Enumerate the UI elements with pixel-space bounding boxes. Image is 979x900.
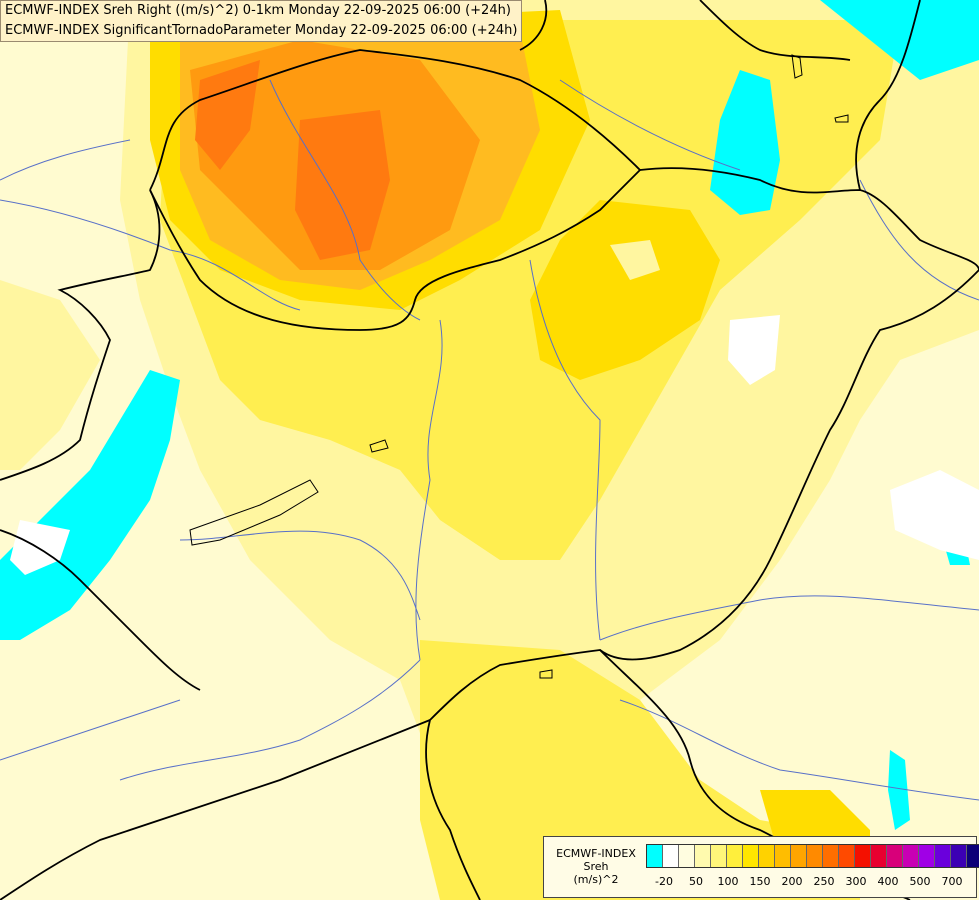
legend-tick-label: 400 xyxy=(877,875,899,888)
legend-swatch xyxy=(791,845,807,867)
map-title-box: ECMWF-INDEX Sreh Right ((m/s)^2) 0-1km M… xyxy=(0,0,522,42)
legend-swatch xyxy=(743,845,759,867)
legend-swatch xyxy=(647,845,663,867)
legend-swatch xyxy=(887,845,903,867)
title-stp: ECMWF-INDEX SignificantTornadoParameter … xyxy=(5,23,518,38)
sreh-field-cyan xyxy=(0,0,979,830)
legend-tick-label: 150 xyxy=(749,875,771,888)
legend-swatch xyxy=(807,845,823,867)
legend-label: ECMWF-INDEX Sreh (m/s)^2 xyxy=(548,847,644,886)
legend-swatch xyxy=(871,845,887,867)
rivers xyxy=(0,79,979,801)
legend-swatch xyxy=(663,845,679,867)
legend-swatch xyxy=(695,845,711,867)
legend-tick-label: 500 xyxy=(909,875,931,888)
legend-swatch xyxy=(903,845,919,867)
legend-swatch xyxy=(823,845,839,867)
legend-tick-label: 100 xyxy=(717,875,739,888)
legend-swatch xyxy=(919,845,935,867)
legend-swatch xyxy=(759,845,775,867)
legend-swatch xyxy=(951,845,967,867)
legend-swatch xyxy=(935,845,951,867)
legend-swatches xyxy=(646,844,979,868)
legend-swatch xyxy=(967,845,979,867)
lake-balaton xyxy=(189,479,319,546)
small-lakes xyxy=(369,54,849,679)
legend-tick-label: 700 xyxy=(941,875,963,888)
legend-tick-label: 300 xyxy=(845,875,867,888)
color-legend: ECMWF-INDEX Sreh (m/s)^2 -20 50 100 150 200 2… xyxy=(543,836,979,898)
legend-swatch xyxy=(727,845,743,867)
legend-tick-label: 50 xyxy=(689,875,703,888)
legend-label-line1: ECMWF-INDEX xyxy=(556,847,636,860)
sreh-field-orange xyxy=(150,10,660,310)
legend-swatch xyxy=(855,845,871,867)
legend-swatch xyxy=(679,845,695,867)
legend-label-line2: Sreh xyxy=(583,860,609,873)
legend-swatch xyxy=(711,845,727,867)
legend-label-line3: (m/s)^2 xyxy=(573,873,619,886)
legend-tick-label: 200 xyxy=(781,875,803,888)
legend-ticks: -20 50 100 150 200 250 300 400 500 700 xyxy=(646,875,976,891)
legend-tick-label: -20 xyxy=(655,875,673,888)
legend-tick-label: 250 xyxy=(813,875,835,888)
legend-swatch xyxy=(839,845,855,867)
legend-swatch xyxy=(775,845,791,867)
title-sreh: ECMWF-INDEX Sreh Right ((m/s)^2) 0-1km M… xyxy=(5,3,511,18)
